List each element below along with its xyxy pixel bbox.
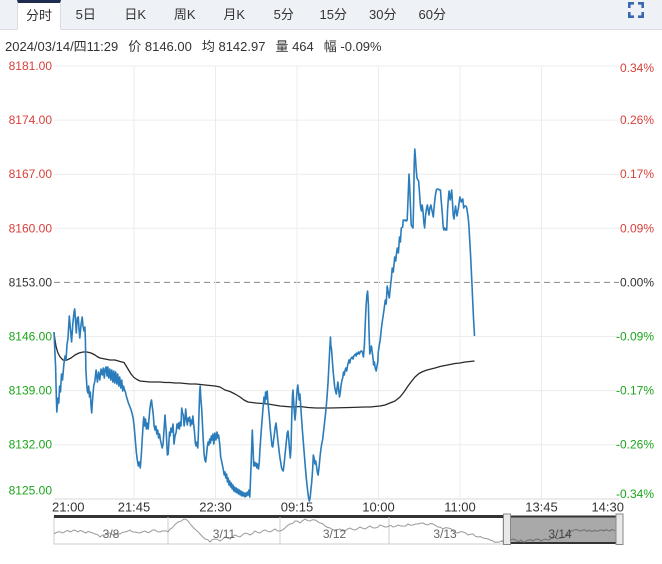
svg-text:22:30: 22:30 [199, 500, 232, 515]
svg-text:8153.00: 8153.00 [9, 275, 53, 289]
svg-text:0.26%: 0.26% [620, 113, 654, 127]
svg-text:8174.00: 8174.00 [9, 113, 53, 127]
svg-text:0.00%: 0.00% [620, 275, 654, 289]
svg-text:10:00: 10:00 [362, 500, 395, 515]
svg-text:-0.26%: -0.26% [616, 438, 654, 452]
svg-text:09:15: 09:15 [281, 500, 314, 515]
svg-text:3/11: 3/11 [213, 527, 236, 541]
svg-text:21:00: 21:00 [52, 500, 85, 515]
svg-text:8167.00: 8167.00 [9, 167, 53, 181]
svg-text:3/13: 3/13 [433, 527, 457, 541]
svg-text:-0.34%: -0.34% [616, 487, 654, 501]
svg-text:8160.00: 8160.00 [9, 221, 53, 235]
svg-text:8125.00: 8125.00 [9, 484, 53, 498]
svg-text:14:30: 14:30 [591, 500, 624, 515]
svg-text:8139.00: 8139.00 [9, 384, 53, 398]
svg-text:0.09%: 0.09% [620, 221, 654, 235]
svg-text:21:45: 21:45 [118, 500, 151, 515]
svg-text:11:00: 11:00 [444, 500, 476, 515]
svg-text:3/8: 3/8 [103, 527, 120, 541]
svg-text:-0.09%: -0.09% [616, 330, 654, 344]
svg-text:8146.00: 8146.00 [9, 330, 53, 344]
svg-text:-0.17%: -0.17% [616, 384, 654, 398]
svg-text:0.17%: 0.17% [620, 167, 654, 181]
svg-text:8181.00: 8181.00 [9, 59, 53, 73]
svg-text:0.34%: 0.34% [620, 61, 654, 75]
svg-text:8132.00: 8132.00 [9, 438, 53, 452]
svg-text:13:45: 13:45 [525, 500, 558, 515]
svg-text:3/14: 3/14 [548, 527, 572, 541]
svg-text:3/12: 3/12 [323, 527, 347, 541]
